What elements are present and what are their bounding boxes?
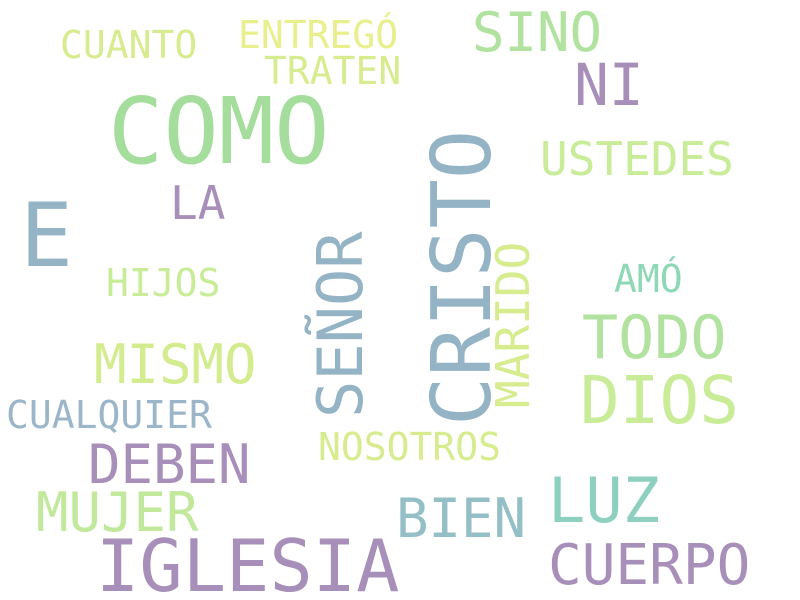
word-senor: SEÑOR	[304, 231, 377, 418]
word-cuerpo: CUERPO	[548, 533, 751, 598]
word-ni: NI	[574, 51, 644, 119]
word-mismo: MISMO	[94, 333, 257, 396]
word-entrego: ENTREGÓ	[238, 13, 399, 57]
word-cuanto: CUANTO	[60, 23, 198, 67]
word-dios: DIOS	[580, 362, 739, 439]
word-bien: BIEN	[396, 487, 527, 550]
word-deben: DEBEN	[88, 433, 251, 496]
word-marido: MARIDO	[486, 241, 540, 408]
word-nosotros: NOSOTROS	[318, 425, 502, 469]
word-luz: LUZ	[548, 464, 660, 537]
word-cualquier: CUALQUIER	[6, 393, 212, 437]
word-sino: SINO	[472, 1, 603, 64]
word-mujer: MUJER	[36, 481, 199, 544]
word-amo: AMÓ	[614, 257, 683, 301]
word-traten: TRATEN	[264, 49, 402, 93]
word-todo: TODO	[582, 303, 727, 373]
word-e: E	[20, 184, 73, 287]
word-iglesia: IGLESIA	[96, 524, 400, 600]
word-la: LA	[170, 176, 226, 230]
word-ustedes: USTEDES	[540, 132, 734, 186]
word-como: COMO	[108, 78, 330, 185]
word-hijos: HIJOS	[106, 261, 221, 305]
